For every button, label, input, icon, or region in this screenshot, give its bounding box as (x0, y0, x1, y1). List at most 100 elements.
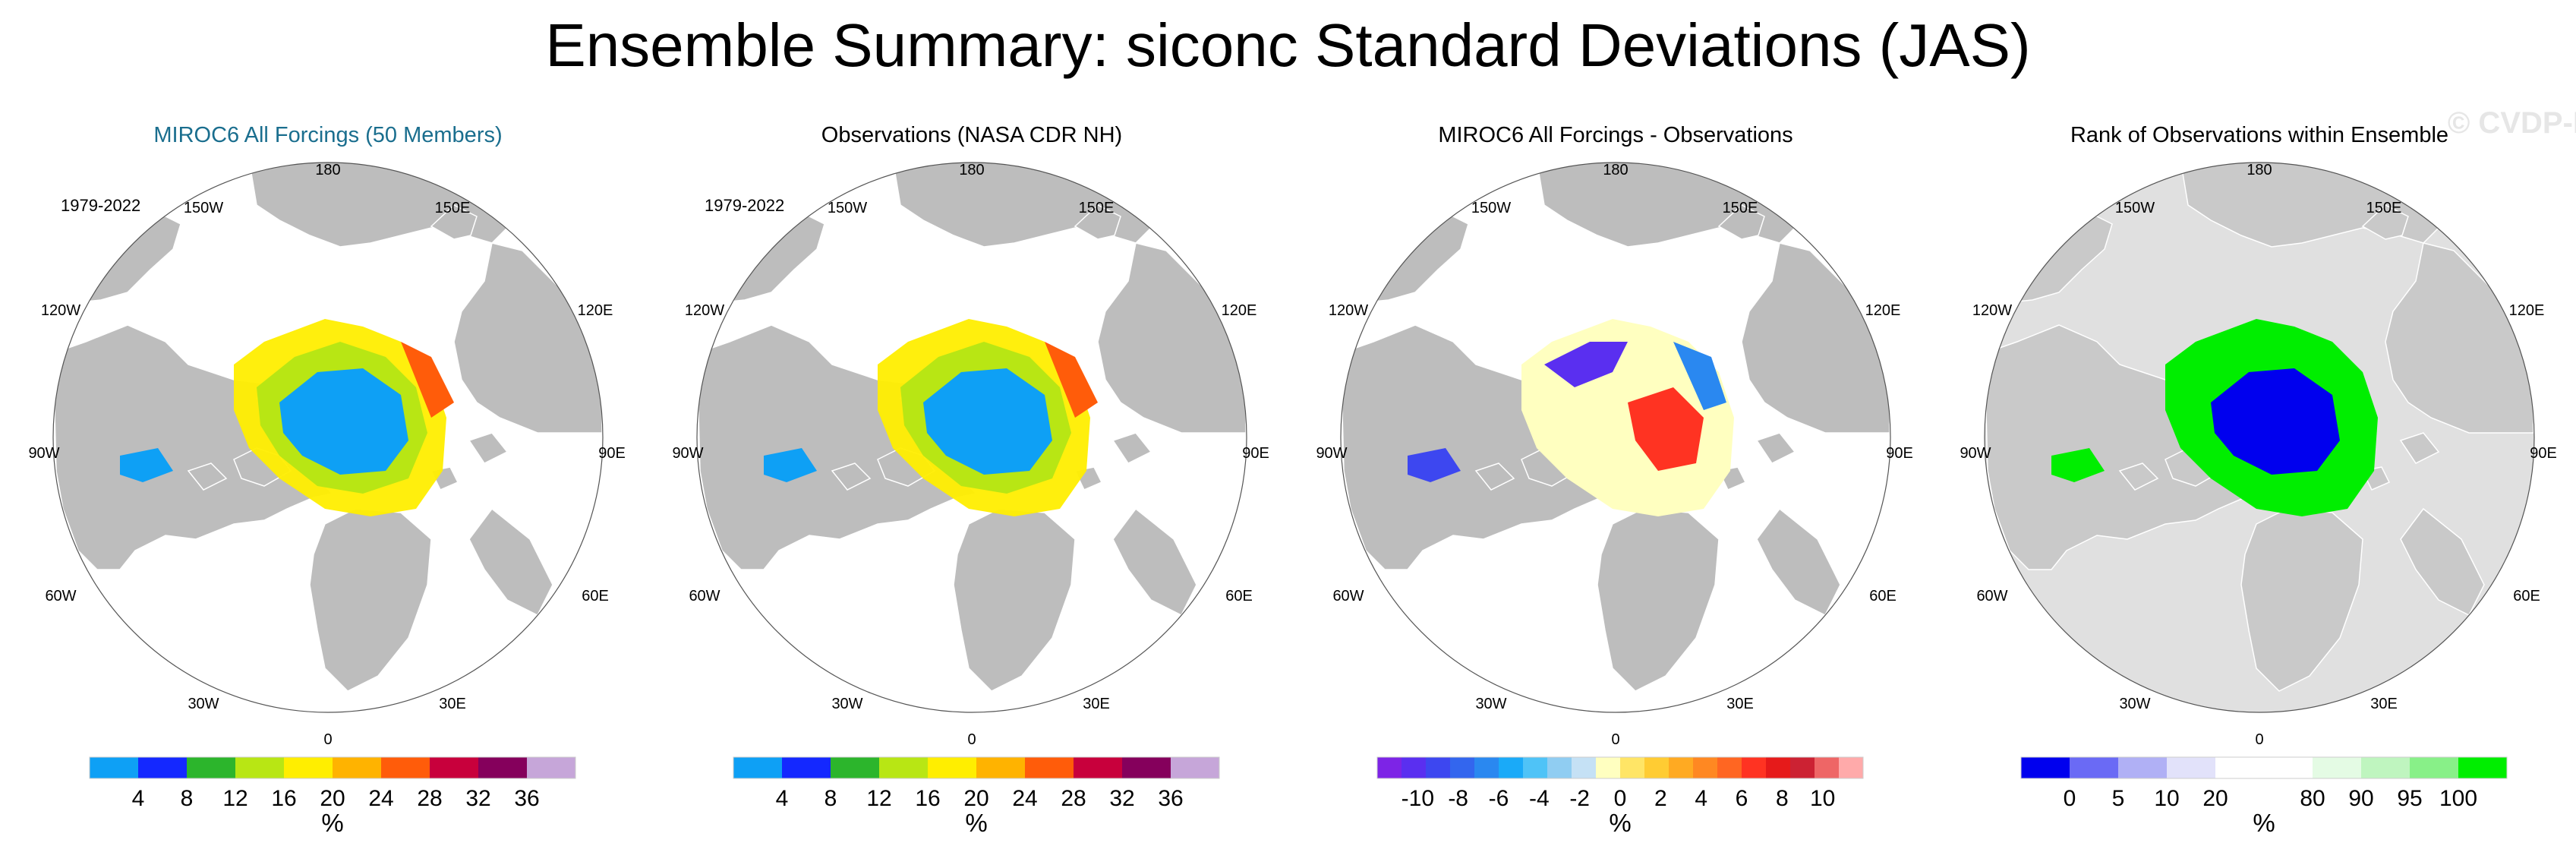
colorbar-bin (235, 757, 284, 778)
land-greenland (953, 508, 1076, 692)
longitude-label: 60E (1225, 588, 1253, 605)
land-greenland (309, 508, 432, 692)
longitude-label: 90W (1316, 445, 1347, 462)
longitude-label: 90W (1960, 445, 1991, 462)
map-panel-difference: MIROC6 All Forcings - Observations 180 150… (1294, 114, 1938, 843)
longitude-label: 0 (323, 731, 332, 748)
colorbar-bin (2215, 757, 2264, 778)
colorbar-bin (1596, 757, 1620, 778)
land-chukotka (1074, 204, 1121, 240)
panel-title: Rank of Observations within Ensemble (2070, 123, 2449, 147)
longitude-label: 90W (28, 445, 59, 462)
longitude-label: 120W (685, 302, 724, 319)
land-novaya (1111, 432, 1152, 464)
colorbar-bin (1450, 757, 1474, 778)
longitude-label: 90E (1886, 445, 1913, 462)
colorbar-bin (2458, 757, 2507, 778)
colorbar-tick-label: 20 (963, 786, 988, 811)
colorbar-tick-label: 28 (1061, 786, 1086, 811)
colorbar-tick-label: 10 (1810, 786, 1835, 811)
colorbar-bin (2167, 757, 2215, 778)
colorbar-bin (1474, 757, 1499, 778)
colorbar-bin (2313, 757, 2361, 778)
map-border (52, 162, 604, 713)
map-panel-model: MIROC6 All Forcings (50 Members) 1979-202… (6, 114, 650, 843)
longitude-label: 30E (439, 696, 466, 712)
colorbar-bin (381, 757, 430, 778)
land-scandinavia (1112, 507, 1197, 617)
colorbar-bin (187, 757, 235, 778)
colorbar-bin (2361, 757, 2410, 778)
colorbar-bin (2410, 757, 2458, 778)
colorbar-bin (976, 757, 1025, 778)
colorbar-bin (430, 757, 478, 778)
colorbar-bin (90, 757, 138, 778)
colorbar-tick-label: -6 (1489, 786, 1509, 811)
colorbar-bin (1377, 757, 1402, 778)
colorbar-bin (1620, 757, 1644, 778)
map-border (696, 162, 1247, 713)
panel-title: MIROC6 All Forcings - Observations (1438, 123, 1793, 147)
longitude-label: 30E (2370, 696, 2398, 712)
colorbar-tick-label: 12 (222, 786, 248, 811)
colorbar-bin (1815, 757, 1839, 778)
longitude-label: 150W (828, 200, 867, 216)
longitude-label: 150E (2366, 200, 2402, 216)
diff-field-positive (1628, 387, 1704, 471)
colorbar-tick-label: 100 (2439, 786, 2477, 811)
colorbar-bin (1122, 757, 1171, 778)
colorbar-bin (2021, 757, 2070, 778)
colorbar-bin (1742, 757, 1766, 778)
ice-field-high (401, 342, 454, 418)
colorbar-bin (1644, 757, 1669, 778)
colorbar-bin (1402, 757, 1426, 778)
colorbar-bin (1547, 757, 1572, 778)
polar-map: 180 150W 150E 120W 120E 90W 90E 60W 60E 30W 30E 0 4 8… (672, 162, 1269, 837)
colorbar-bin (2118, 757, 2167, 778)
longitude-label: 120W (1329, 302, 1368, 319)
longitude-label: 90E (598, 445, 626, 462)
colorbar-tick-label: 12 (866, 786, 891, 811)
colorbar-tick-label: 4 (776, 786, 789, 811)
longitude-label: 60W (689, 588, 720, 605)
colorbar-tick-label: 10 (2154, 786, 2179, 811)
land-novaya (1755, 432, 1796, 464)
colorbar-unit-label: % (2253, 809, 2275, 837)
colorbar-tick-label: -8 (1448, 786, 1468, 811)
land-canadaArch2 (1474, 462, 1515, 491)
colorbar-bin (478, 757, 527, 778)
longitude-label: 60E (2513, 588, 2540, 605)
land-greenland (1597, 508, 1720, 692)
colorbar-tick-label: 16 (915, 786, 940, 811)
colorbar-tick-label: 20 (2202, 786, 2228, 811)
colorbar-tick-label: 4 (1695, 786, 1707, 811)
polar-map: 180 150W 150E 120W 120E 90W 90E 60W 60E 30W 30E 0 -1… (1316, 162, 1913, 837)
longitude-label: 60E (582, 588, 609, 605)
colorbar-bin (782, 757, 831, 778)
longitude-label: 180 (959, 162, 984, 178)
colorbar-bin (1717, 757, 1742, 778)
colorbar-bin (1426, 757, 1450, 778)
colorbar-bin (879, 757, 928, 778)
colorbar-tick-label: 36 (1158, 786, 1183, 811)
longitude-label: 150E (1723, 200, 1758, 216)
colorbar-tick-label: 16 (271, 786, 296, 811)
colorbar-bin (1572, 757, 1596, 778)
land-novaya (2399, 432, 2440, 464)
longitude-label: 120E (578, 302, 613, 319)
colorbar-bin (1693, 757, 1717, 778)
main-title: Ensemble Summary: siconc Standard Deviat… (545, 11, 2031, 79)
longitude-label: 150W (184, 200, 223, 216)
land-greenland (2240, 508, 2363, 692)
colorbar-unit-label: % (1609, 809, 1631, 837)
land-chukotka (2361, 204, 2409, 240)
polar-map: 180 150W 150E 120W 120E 90W 90E 60W 60E 30W 30E 0 4 8… (28, 162, 626, 837)
colorbar-tick-label: 20 (320, 786, 345, 811)
panel-title: MIROC6 All Forcings (50 Members) (153, 123, 503, 147)
colorbar-tick-label: -10 (1402, 786, 1434, 811)
diff-field-negative (1544, 342, 1628, 387)
colorbar-tick-label: 32 (465, 786, 490, 811)
longitude-label: 0 (2255, 731, 2263, 748)
colorbar-bin (733, 757, 782, 778)
colorbar-unit-label: % (321, 809, 343, 837)
